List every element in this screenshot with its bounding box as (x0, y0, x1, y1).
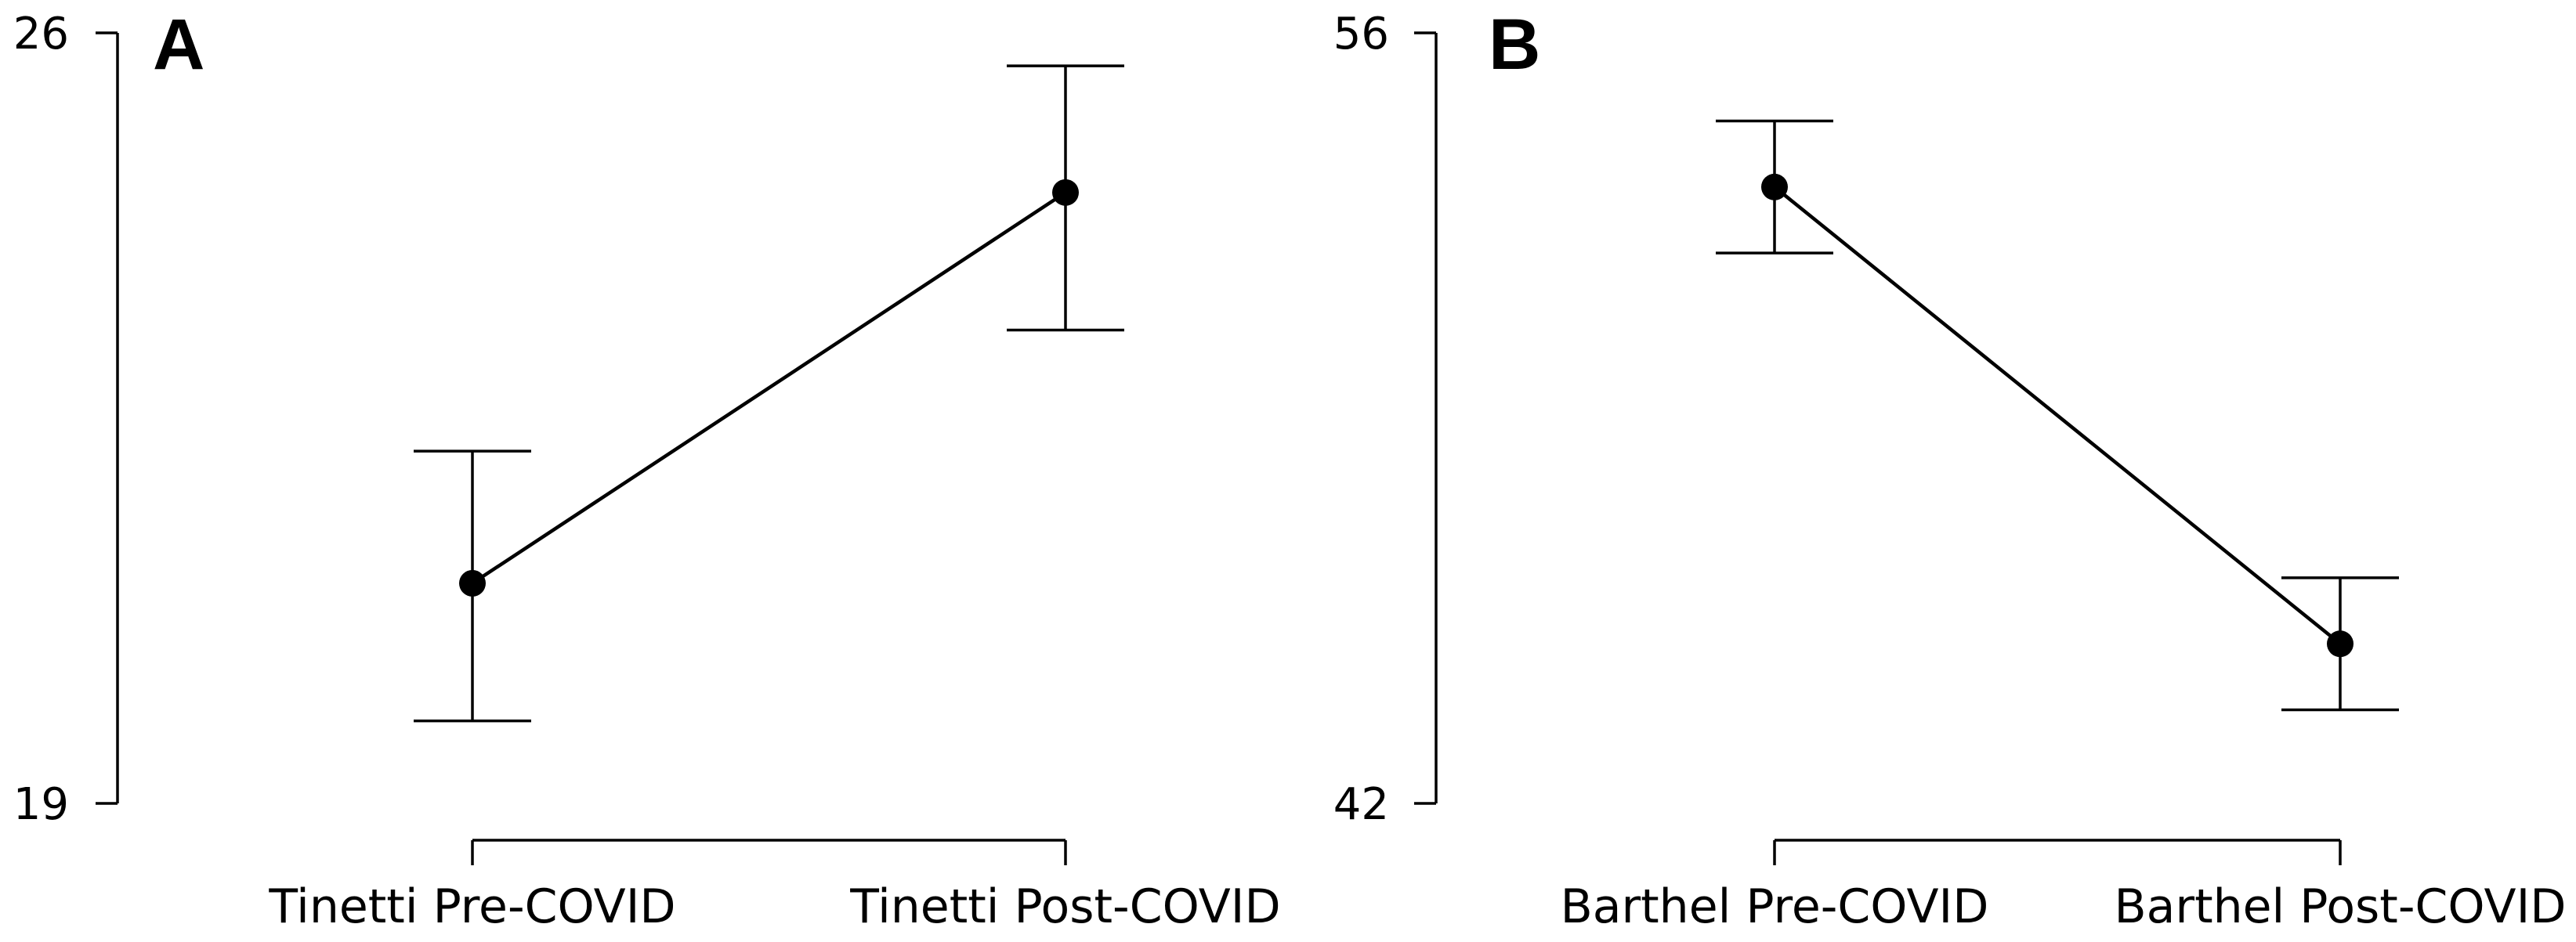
series-line (1773, 186, 2342, 645)
panel-label: A (153, 5, 204, 85)
y-tick-label: 56 (1333, 9, 1389, 60)
x-category-label: Tinetti Post-COVID (849, 879, 1280, 934)
data-point (459, 569, 486, 597)
panel-a-chart: 19 26 A Tinetti Pre-COVID Tinetti Post-COVID (13, 5, 1281, 934)
panel-label: B (1489, 5, 1540, 85)
x-category-label: Tinetti Pre-COVID (268, 879, 675, 934)
x-category-label: Barthel Post-COVID (2114, 879, 2566, 934)
data-point (1761, 173, 1788, 200)
y-tick-label: 26 (13, 9, 69, 60)
y-tick-label: 19 (13, 779, 69, 830)
y-tick-label: 42 (1333, 779, 1389, 830)
panel-b-chart: 42 56 B Barthel Pre-COVID Barthel Post-COVID (1333, 5, 2567, 934)
data-point (2327, 630, 2353, 658)
x-category-label: Barthel Pre-COVID (1561, 879, 1989, 934)
data-point (1052, 179, 1079, 206)
series-line (471, 190, 1067, 585)
